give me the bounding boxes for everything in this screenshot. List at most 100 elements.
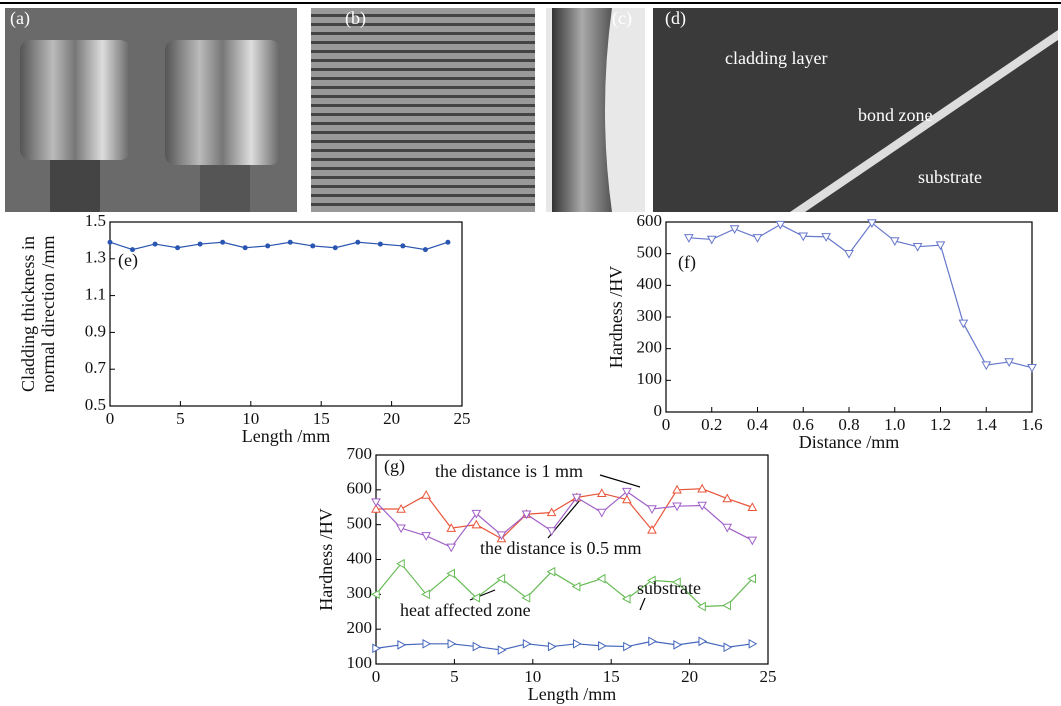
point xyxy=(699,637,706,645)
point xyxy=(398,641,405,649)
plot-frame xyxy=(376,455,768,664)
point xyxy=(198,242,203,247)
photo-a: (a) xyxy=(5,8,297,212)
panel-label: (e) xyxy=(118,250,138,271)
point xyxy=(310,243,315,248)
point xyxy=(598,575,605,583)
x-tick-label: 0 xyxy=(372,667,381,686)
y-tick-label: 400 xyxy=(347,548,373,567)
panel-label: (f) xyxy=(678,252,696,273)
y-tick-label: 0.7 xyxy=(85,358,107,377)
series-line xyxy=(376,641,752,650)
y-tick-label: 600 xyxy=(347,479,373,498)
x-tick-label: 20 xyxy=(383,409,400,428)
point xyxy=(1028,364,1036,371)
y-tick-label: 200 xyxy=(637,338,663,357)
point xyxy=(378,242,383,247)
x-tick-label: 10 xyxy=(242,409,259,428)
x-tick-label: 1.6 xyxy=(1021,415,1042,434)
series-annotation: substrate xyxy=(637,578,701,598)
x-tick-label: 15 xyxy=(313,409,330,428)
point xyxy=(355,240,360,245)
point xyxy=(754,235,762,242)
x-tick-label: 0.2 xyxy=(701,415,722,434)
x-tick-label: 1.4 xyxy=(976,415,998,434)
x-tick-label: 0.4 xyxy=(747,415,769,434)
y-tick-label: 600 xyxy=(637,211,663,230)
photo-annotation: cladding layer xyxy=(725,48,827,68)
x-tick-label: 1.0 xyxy=(884,415,905,434)
point xyxy=(423,247,428,252)
point xyxy=(598,489,606,496)
point xyxy=(845,250,853,257)
point xyxy=(573,583,580,591)
panel-label: (c) xyxy=(612,8,632,29)
point xyxy=(548,643,555,651)
photo-b: (b) xyxy=(311,8,535,212)
point xyxy=(473,643,480,651)
x-axis-label: Distance /mm xyxy=(799,432,899,452)
photo-annotation: bond zone xyxy=(858,105,932,125)
point xyxy=(422,533,430,540)
y-tick-label: 1.1 xyxy=(85,285,106,304)
y-tick-label: 1.5 xyxy=(85,211,106,230)
y-axis-label: normal direction /mm xyxy=(38,236,58,393)
point xyxy=(723,524,731,531)
figure: (a) (b) (c) (d) cladding layer bond zone… xyxy=(0,0,1061,706)
y-tick-label: 1.3 xyxy=(85,248,106,267)
point xyxy=(674,641,681,649)
series-annotation: heat affected zone xyxy=(400,600,531,620)
x-tick-label: 0 xyxy=(106,409,115,428)
series-annotation: the distance is 0.5 mm xyxy=(480,538,641,558)
x-tick-label: 15 xyxy=(603,667,620,686)
point xyxy=(108,240,113,245)
x-tick-label: 1.2 xyxy=(930,415,951,434)
y-tick-label: 0.5 xyxy=(85,395,106,414)
point xyxy=(422,491,430,498)
point xyxy=(243,245,248,250)
point xyxy=(400,243,405,248)
point xyxy=(648,506,656,513)
photo-annotation: substrate xyxy=(918,167,982,187)
x-tick-label: 25 xyxy=(454,409,471,428)
x-tick-label: 5 xyxy=(450,667,459,686)
y-tick-label: 0.9 xyxy=(85,321,106,340)
panel-label: (b) xyxy=(345,8,366,29)
y-tick-label: 500 xyxy=(637,243,663,262)
x-tick-label: 5 xyxy=(176,409,185,428)
point xyxy=(288,240,293,245)
y-tick-label: 400 xyxy=(637,274,663,293)
x-tick-label: 0 xyxy=(662,415,671,434)
y-axis-label: Hardness /HV xyxy=(316,508,336,610)
point xyxy=(265,243,270,248)
photo-c: (c) xyxy=(546,8,645,212)
point xyxy=(472,521,480,528)
point xyxy=(749,640,756,648)
x-tick-label: 20 xyxy=(681,667,698,686)
y-tick-label: 500 xyxy=(347,514,373,533)
y-tick-label: 100 xyxy=(347,653,373,672)
point xyxy=(959,320,967,327)
point xyxy=(447,544,455,551)
y-tick-label: 700 xyxy=(347,444,373,463)
y-axis-label: Hardness /HV xyxy=(606,266,626,368)
point xyxy=(130,247,135,252)
point xyxy=(445,240,450,245)
point xyxy=(423,640,430,648)
point xyxy=(598,509,606,516)
x-axis-label: Length /mm xyxy=(528,684,617,704)
point xyxy=(333,245,338,250)
plot-frame xyxy=(110,222,462,406)
panel-label: (d) xyxy=(665,8,686,29)
point xyxy=(748,537,756,544)
y-tick-label: 300 xyxy=(347,583,373,602)
x-tick-label: 0.8 xyxy=(838,415,859,434)
point xyxy=(723,495,731,502)
point xyxy=(574,640,581,648)
point xyxy=(624,643,631,651)
y-tick-label: 200 xyxy=(347,618,373,637)
x-tick-label: 10 xyxy=(524,667,541,686)
y-axis-label: Cladding thickness in xyxy=(18,236,38,392)
x-tick-label: 0.6 xyxy=(793,415,814,434)
point xyxy=(723,601,730,609)
